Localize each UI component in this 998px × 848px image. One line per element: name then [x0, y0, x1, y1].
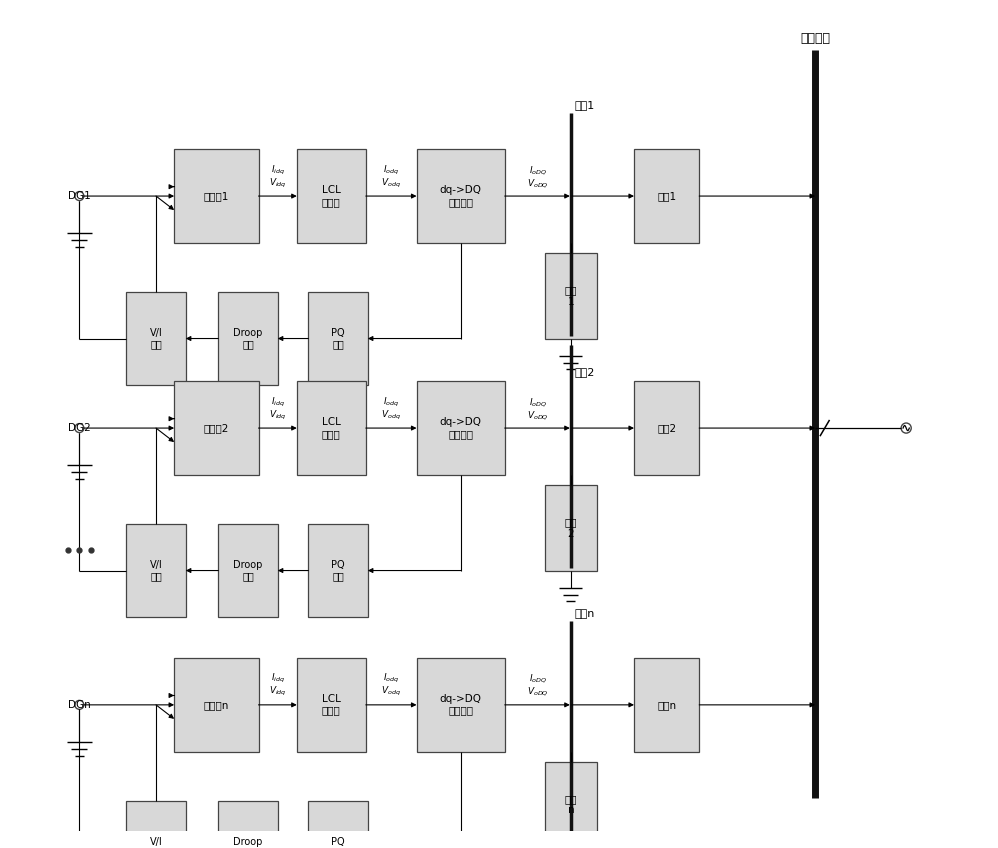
Text: $I_{idq}$: $I_{idq}$	[270, 672, 284, 685]
Text: 逆变劁1: 逆变劁1	[204, 191, 230, 201]
Text: $V_{oDQ}$: $V_{oDQ}$	[527, 176, 549, 190]
FancyBboxPatch shape	[545, 253, 597, 338]
Text: Droop
控制: Droop 控制	[234, 327, 262, 349]
FancyBboxPatch shape	[545, 485, 597, 571]
FancyBboxPatch shape	[219, 524, 277, 617]
Text: 母线1: 母线1	[575, 100, 595, 110]
Text: DG1: DG1	[68, 191, 91, 201]
FancyBboxPatch shape	[127, 292, 186, 385]
Text: 线路2: 线路2	[657, 423, 677, 433]
FancyBboxPatch shape	[634, 658, 700, 751]
Text: V/I
控制: V/I 控制	[150, 560, 163, 582]
Text: DG2: DG2	[68, 423, 91, 433]
Text: LCL
滤波器: LCL 滤波器	[322, 417, 340, 439]
Text: PQ
控制: PQ 控制	[331, 836, 345, 848]
Text: LCL
滤波器: LCL 滤波器	[322, 185, 340, 207]
FancyBboxPatch shape	[545, 762, 597, 847]
Text: $V_{idq}$: $V_{idq}$	[268, 409, 286, 421]
Text: $V_{idq}$: $V_{idq}$	[268, 685, 286, 699]
Text: $V_{odq}$: $V_{odq}$	[381, 685, 401, 699]
FancyBboxPatch shape	[296, 658, 366, 751]
Text: 公共母线: 公共母线	[800, 32, 830, 46]
FancyBboxPatch shape	[308, 801, 367, 848]
Text: $I_{odq}$: $I_{odq}$	[383, 395, 399, 409]
Text: dq->DQ
接口模块: dq->DQ 接口模块	[440, 694, 482, 716]
Text: 负载
2: 负载 2	[565, 517, 577, 538]
Text: PQ
控制: PQ 控制	[331, 327, 345, 349]
Text: V/I
控制: V/I 控制	[150, 836, 163, 848]
Text: $I_{oDQ}$: $I_{oDQ}$	[529, 164, 547, 176]
Text: $I_{odq}$: $I_{odq}$	[383, 672, 399, 685]
Text: Droop
控制: Droop 控制	[234, 836, 262, 848]
FancyBboxPatch shape	[296, 149, 366, 243]
Text: $I_{idq}$: $I_{idq}$	[270, 164, 284, 176]
Text: $V_{oDQ}$: $V_{oDQ}$	[527, 685, 549, 699]
Text: DGn: DGn	[68, 700, 91, 710]
FancyBboxPatch shape	[634, 382, 700, 475]
FancyBboxPatch shape	[219, 801, 277, 848]
Text: LCL
滤波器: LCL 滤波器	[322, 694, 340, 716]
FancyBboxPatch shape	[127, 524, 186, 617]
Text: 负载
n: 负载 n	[565, 794, 577, 816]
Text: dq->DQ
接口模块: dq->DQ 接口模块	[440, 417, 482, 439]
FancyBboxPatch shape	[175, 149, 258, 243]
Text: $V_{oDQ}$: $V_{oDQ}$	[527, 409, 549, 421]
Text: Droop
控制: Droop 控制	[234, 560, 262, 582]
Text: $V_{idq}$: $V_{idq}$	[268, 176, 286, 190]
Text: $I_{odq}$: $I_{odq}$	[383, 164, 399, 176]
Text: 线路1: 线路1	[657, 191, 677, 201]
Text: 逆变器n: 逆变器n	[204, 700, 230, 710]
Text: $V_{odq}$: $V_{odq}$	[381, 409, 401, 421]
Text: PQ
控制: PQ 控制	[331, 560, 345, 582]
Text: 负载
1: 负载 1	[565, 285, 577, 307]
Text: $I_{oDQ}$: $I_{oDQ}$	[529, 396, 547, 409]
FancyBboxPatch shape	[296, 382, 366, 475]
FancyBboxPatch shape	[634, 149, 700, 243]
Text: 母线n: 母线n	[575, 609, 595, 619]
Text: $V_{odq}$: $V_{odq}$	[381, 176, 401, 190]
Text: 线路n: 线路n	[657, 700, 677, 710]
Text: $I_{oDQ}$: $I_{oDQ}$	[529, 672, 547, 685]
Text: dq->DQ
接口模块: dq->DQ 接口模块	[440, 185, 482, 207]
FancyBboxPatch shape	[416, 658, 505, 751]
FancyBboxPatch shape	[308, 524, 367, 617]
FancyBboxPatch shape	[416, 382, 505, 475]
Text: 母线2: 母线2	[575, 367, 595, 377]
FancyBboxPatch shape	[127, 801, 186, 848]
FancyBboxPatch shape	[219, 292, 277, 385]
FancyBboxPatch shape	[416, 149, 505, 243]
FancyBboxPatch shape	[308, 292, 367, 385]
FancyBboxPatch shape	[175, 382, 258, 475]
Text: V/I
控制: V/I 控制	[150, 327, 163, 349]
FancyBboxPatch shape	[175, 658, 258, 751]
Text: 逆变劁2: 逆变劁2	[204, 423, 230, 433]
Text: $I_{idq}$: $I_{idq}$	[270, 395, 284, 409]
